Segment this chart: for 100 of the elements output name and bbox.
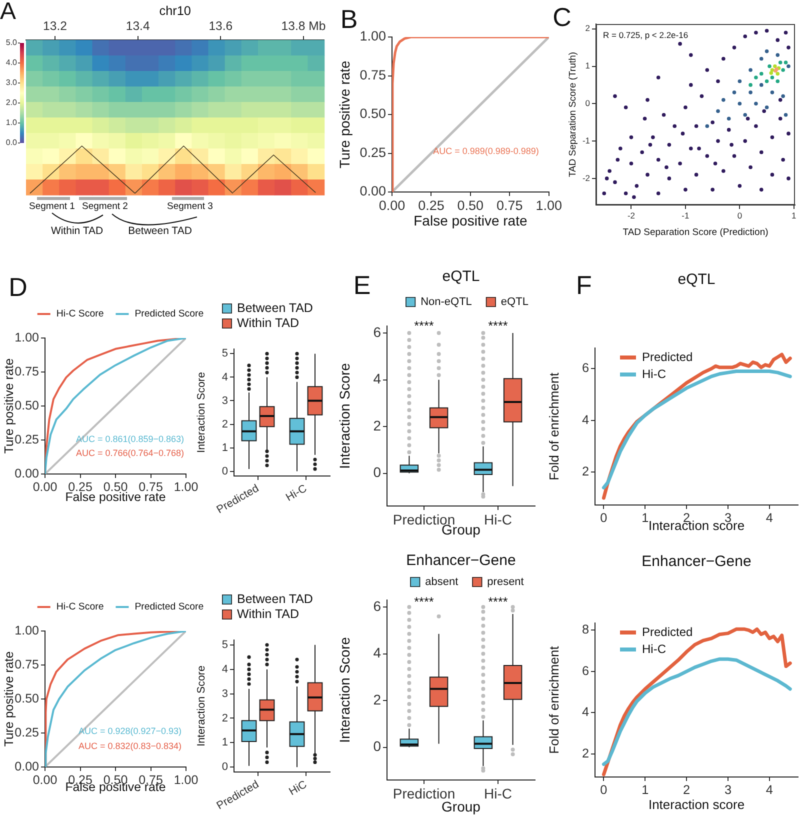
color-bar-label: 1.0: [6, 118, 18, 128]
chart-title: Enhancer−Gene: [642, 553, 752, 570]
y-tick-label: 4: [582, 412, 589, 427]
legend-label: Between TAD: [237, 300, 313, 315]
y-tick-label: 0: [222, 761, 228, 774]
legend-label: absent: [425, 576, 458, 588]
point: [781, 94, 785, 98]
y-tick-label: 0.50: [360, 106, 386, 122]
annotation: AUC = 0.766(0.764−0.768): [76, 448, 184, 458]
legend-label: Predicted Score: [134, 308, 204, 320]
annotation: AUC = 0.928(0.927−0.93): [78, 726, 182, 736]
x2-axis-title: chr10: [159, 4, 191, 18]
point: [776, 72, 780, 76]
y-tick-label: -2: [582, 172, 590, 183]
point: [759, 83, 764, 87]
point: [705, 124, 710, 128]
x-tick-label: 0: [600, 511, 608, 526]
y-tick-label: 0.25: [360, 144, 386, 160]
color-bar-label: 5.0: [6, 38, 18, 48]
x-tick-label: 0.75: [496, 198, 523, 213]
x2-tick-label: 13.8 Mb: [281, 19, 326, 34]
legend-label: present: [487, 576, 524, 588]
y-tick-label: 2: [222, 418, 228, 430]
annotation: AUC = 0.861(0.859−0.863): [76, 434, 184, 444]
y-tick-label: 3: [222, 394, 228, 407]
y-tick-label: 6: [582, 664, 589, 678]
x-tick-label: 1.00: [174, 772, 198, 787]
x-tick-label: 0.50: [457, 198, 484, 213]
y-axis-title: TAD Separation Score (Truth): [567, 52, 578, 178]
y-axis-title: Ture positive rate: [336, 60, 352, 168]
x-tick-label: 2: [683, 783, 690, 798]
x-tick-label: HiC: [287, 778, 310, 798]
y-tick-label: 2: [222, 712, 228, 724]
y-tick-label: 4: [222, 663, 228, 676]
y-tick-label: 0.75: [14, 657, 40, 672]
y-tick-label: 6: [373, 598, 382, 614]
x-tick-label: Hi-C: [484, 785, 512, 802]
text: B: [340, 4, 358, 34]
y-tick-label: 6: [373, 324, 382, 340]
chart-title: Enhancer−Gene: [406, 552, 516, 570]
x-tick-label: -1: [682, 210, 690, 220]
point: [769, 71, 774, 75]
text: C: [552, 2, 572, 32]
legend-label: Non-eQTL: [420, 296, 472, 308]
x2-tick-label: 13.6: [208, 19, 233, 34]
y-axis-title: Interaction Score: [336, 636, 352, 743]
point: [764, 79, 769, 84]
y-tick-label: 2: [373, 417, 382, 434]
legend-label: Hi-C: [642, 642, 666, 656]
legend-label: Predicted: [642, 624, 693, 639]
color-bar-label: 2.0: [6, 98, 18, 108]
text: Segment 1: [29, 201, 75, 212]
point: [716, 109, 720, 114]
point: [759, 72, 764, 76]
y-tick-label: 5: [222, 348, 228, 360]
x-tick-label: 3: [724, 783, 732, 798]
y-tick-label: 0: [373, 738, 382, 754]
annotation: ****: [414, 319, 434, 333]
y-tick-label: 1: [222, 442, 228, 454]
point: [784, 112, 788, 117]
y-tick-label: 1: [585, 60, 590, 71]
x-tick-label: 0.00: [32, 480, 58, 494]
x-tick-label: 0.25: [418, 198, 444, 213]
y-tick-label: 0: [373, 464, 382, 480]
legend-label: Hi-C Score: [56, 602, 104, 613]
y-tick-label: 2: [582, 746, 589, 760]
point: [770, 90, 774, 94]
y-tick-label: 0.25: [14, 725, 40, 740]
x-tick-label: Hi-C: [284, 482, 310, 504]
text: Between TAD: [128, 225, 192, 237]
text: F: [576, 270, 592, 300]
y-tick-label: 3: [222, 688, 228, 700]
y-tick-label: 0.00: [360, 184, 386, 199]
point: [778, 60, 782, 64]
x-tick-label: Hi-C: [484, 511, 512, 528]
y-tick-label: 0.75: [360, 67, 386, 82]
point: [726, 116, 731, 121]
annotation: AUC = 0.832(0.83−0.834): [78, 741, 182, 751]
point: [732, 90, 736, 94]
x-tick-label: 4: [766, 783, 773, 798]
annotation: ****: [414, 595, 434, 609]
text: A: [0, 0, 16, 25]
point: [748, 68, 752, 72]
chart-title: eQTL: [442, 268, 480, 286]
x2-tick-label: 13.4: [126, 19, 150, 34]
point: [784, 60, 788, 64]
point: [773, 64, 777, 68]
text: Segment 3: [167, 201, 213, 212]
color-bar-label: 4.0: [6, 58, 18, 68]
x-axis-title: Interaction score: [648, 796, 745, 812]
x-tick-label: 1: [642, 511, 649, 526]
y-tick-label: 2: [582, 464, 589, 479]
y-axis-title: Fold of enrichment: [546, 372, 562, 480]
x-tick-label: 1: [792, 210, 797, 220]
annotation: R = 0.725, p < 2.2e-16: [603, 30, 688, 40]
y-tick-label: 0.50: [14, 691, 40, 706]
text: Segment 2: [82, 201, 128, 212]
y-tick-label: 1: [222, 736, 228, 749]
point: [768, 64, 772, 68]
point: [786, 64, 790, 68]
